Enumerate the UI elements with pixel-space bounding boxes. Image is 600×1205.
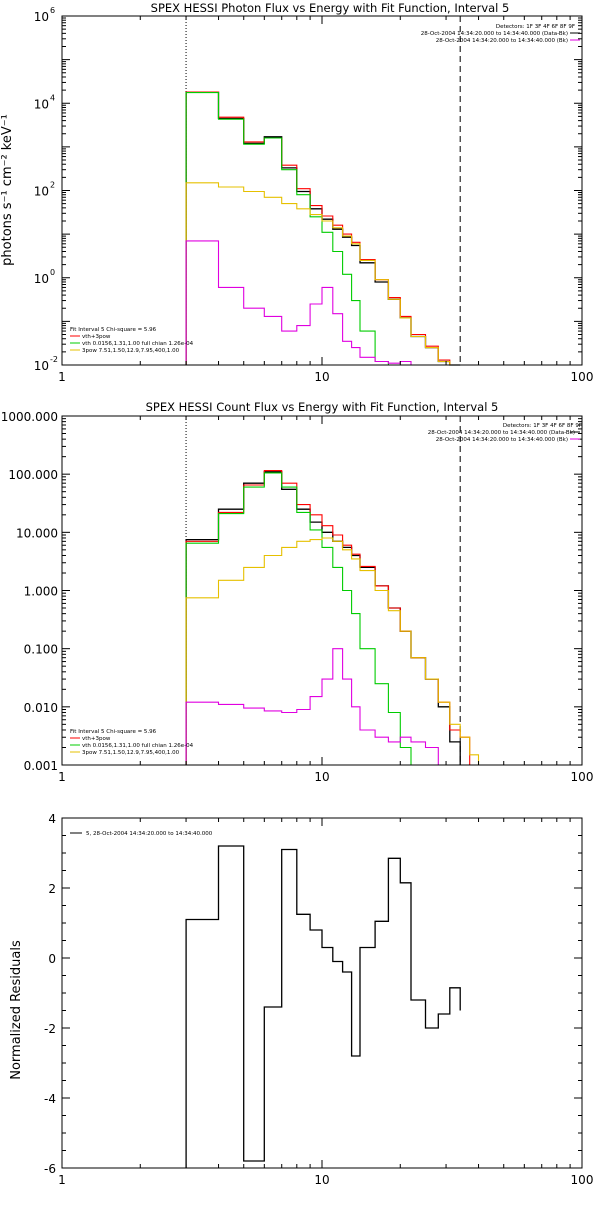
x-tick-label: 10 bbox=[314, 370, 329, 384]
y-tick-label: 10 bbox=[34, 97, 49, 111]
y-tick-label: 0.100 bbox=[24, 643, 58, 657]
y-tick-label: 1.000 bbox=[24, 585, 58, 599]
legend-label-total: vth+3pow bbox=[82, 334, 111, 340]
x-tick-label: 1 bbox=[58, 770, 66, 784]
series-3pow bbox=[185, 182, 479, 366]
y-tick-exponent: 6 bbox=[50, 6, 55, 15]
interval-data-line: 28-Oct-2004 14:34:20.000 to 14:34:40.000… bbox=[421, 31, 568, 37]
x-tick-label: 100 bbox=[571, 370, 594, 384]
y-tick-label: 10.000 bbox=[16, 526, 58, 540]
series-vth bbox=[185, 472, 412, 765]
series-vth-3pow bbox=[185, 470, 471, 765]
x-tick-label: 10 bbox=[314, 770, 329, 784]
series-data-bk bbox=[185, 471, 461, 765]
detector-line: Detectors: 1F 3F 4F 6F 8F 9F bbox=[503, 423, 582, 429]
detector-line: Detectors: 1F 3F 4F 6F 8F 9F bbox=[496, 24, 575, 30]
series-bk bbox=[185, 240, 439, 366]
legend-label-3pow: 3pow 7.51,1.50,12.9,7.95,400,1.00 bbox=[82, 348, 180, 354]
y-tick-label: -6 bbox=[44, 1162, 56, 1176]
interval-bk-line: 28-Oct-2004 14:34:20.000 to 14:34:40.000… bbox=[436, 38, 568, 44]
series-3pow bbox=[185, 537, 480, 765]
legend-label: 5, 28-Oct-2004 14:34:20.000 to 14:34:40.… bbox=[86, 831, 213, 837]
plot-frame bbox=[61, 415, 583, 766]
header-text: Detectors: 1F 3F 4F 6F 8F 9F 28-Oct-2004… bbox=[421, 24, 580, 44]
interval-bk-line: 28-Oct-2004 14:34:20.000 to 14:34:40.000… bbox=[436, 437, 568, 443]
y-tick-label: 1000.000 bbox=[1, 410, 58, 424]
fit-legend: Fit Interval 5 Chi-square = 5.96 vth+3po… bbox=[70, 729, 194, 756]
legend-label-vth: vth 0.0156,1.31,1.00 full chian 1.26e-04 bbox=[82, 743, 194, 749]
y-tick-label: 0.010 bbox=[24, 701, 58, 715]
y-tick-label: 0.001 bbox=[24, 759, 58, 773]
header-text: Detectors: 1F 3F 4F 6F 8F 9F 28-Oct-2004… bbox=[428, 423, 582, 443]
y-tick-label: 4 bbox=[48, 812, 56, 826]
y-axis-label: Normalized Residuals bbox=[9, 940, 24, 1080]
plot-frame bbox=[61, 15, 583, 366]
y-tick-exponent: 4 bbox=[50, 93, 55, 102]
legend-label-3pow: 3pow 7.51,1.50,12.9,7.95,400,1.00 bbox=[82, 750, 180, 756]
y-tick-label: -2 bbox=[44, 1022, 56, 1036]
panel-title: SPEX HESSI Photon Flux vs Energy with Fi… bbox=[151, 1, 510, 15]
series-vth-3pow bbox=[185, 91, 470, 366]
interval-data-line: 28-Oct-2004 14:34:20.000 to 14:34:40.000… bbox=[428, 430, 575, 436]
y-tick-exponent: 2 bbox=[50, 181, 55, 190]
count-flux-panel: SPEX HESSI Count Flux vs Energy with Fit… bbox=[1, 400, 594, 784]
residuals-panel: Normalized Residuals 1 10 100 -6 -4 -2 0 2 4 5, … bbox=[9, 812, 593, 1187]
legend-label-vth: vth 0.0156,1.31,1.00 full chian 1.26e-04 bbox=[82, 341, 194, 347]
y-tick-exponent: -2 bbox=[50, 355, 58, 364]
y-tick-label: 100.000 bbox=[8, 468, 58, 482]
series-vth bbox=[185, 92, 401, 366]
y-tick-label: 10 bbox=[34, 359, 49, 373]
y-tick-label: 10 bbox=[34, 272, 49, 286]
y-tick-label: 10 bbox=[34, 185, 49, 199]
panel-title: SPEX HESSI Count Flux vs Energy with Fit… bbox=[146, 400, 499, 414]
legend-label-total: vth+3pow bbox=[82, 736, 111, 742]
fit-info-line: Fit Interval 5 Chi-square = 5.96 bbox=[70, 327, 157, 333]
y-tick-exponent: 0 bbox=[50, 268, 55, 277]
y-tick-label: 2 bbox=[48, 882, 56, 896]
y-tick-label: -4 bbox=[44, 1092, 56, 1106]
y-tick-label: 10 bbox=[34, 10, 49, 24]
x-tick-label: 10 bbox=[314, 1173, 329, 1187]
y-tick-label: 0 bbox=[48, 952, 56, 966]
series-bk bbox=[185, 648, 439, 765]
fit-info-line: Fit Interval 5 Chi-square = 5.96 bbox=[70, 729, 157, 735]
plot-frame bbox=[61, 817, 583, 1169]
x-tick-label: 1 bbox=[58, 370, 66, 384]
y-axis-label: photons s⁻¹ cm⁻² keV⁻¹ bbox=[0, 114, 15, 266]
series-5-28-oct-2004-14-34-20-000-to-14-34-40-000 bbox=[185, 845, 461, 1168]
x-tick-label: 100 bbox=[571, 770, 594, 784]
series-data-bk bbox=[185, 91, 461, 366]
x-tick-label: 100 bbox=[571, 1173, 594, 1187]
x-tick-label: 1 bbox=[58, 1173, 66, 1187]
fit-legend: Fit Interval 5 Chi-square = 5.96 vth+3po… bbox=[70, 327, 194, 354]
photon-flux-panel: SPEX HESSI Photon Flux vs Energy with Fi… bbox=[0, 1, 593, 384]
